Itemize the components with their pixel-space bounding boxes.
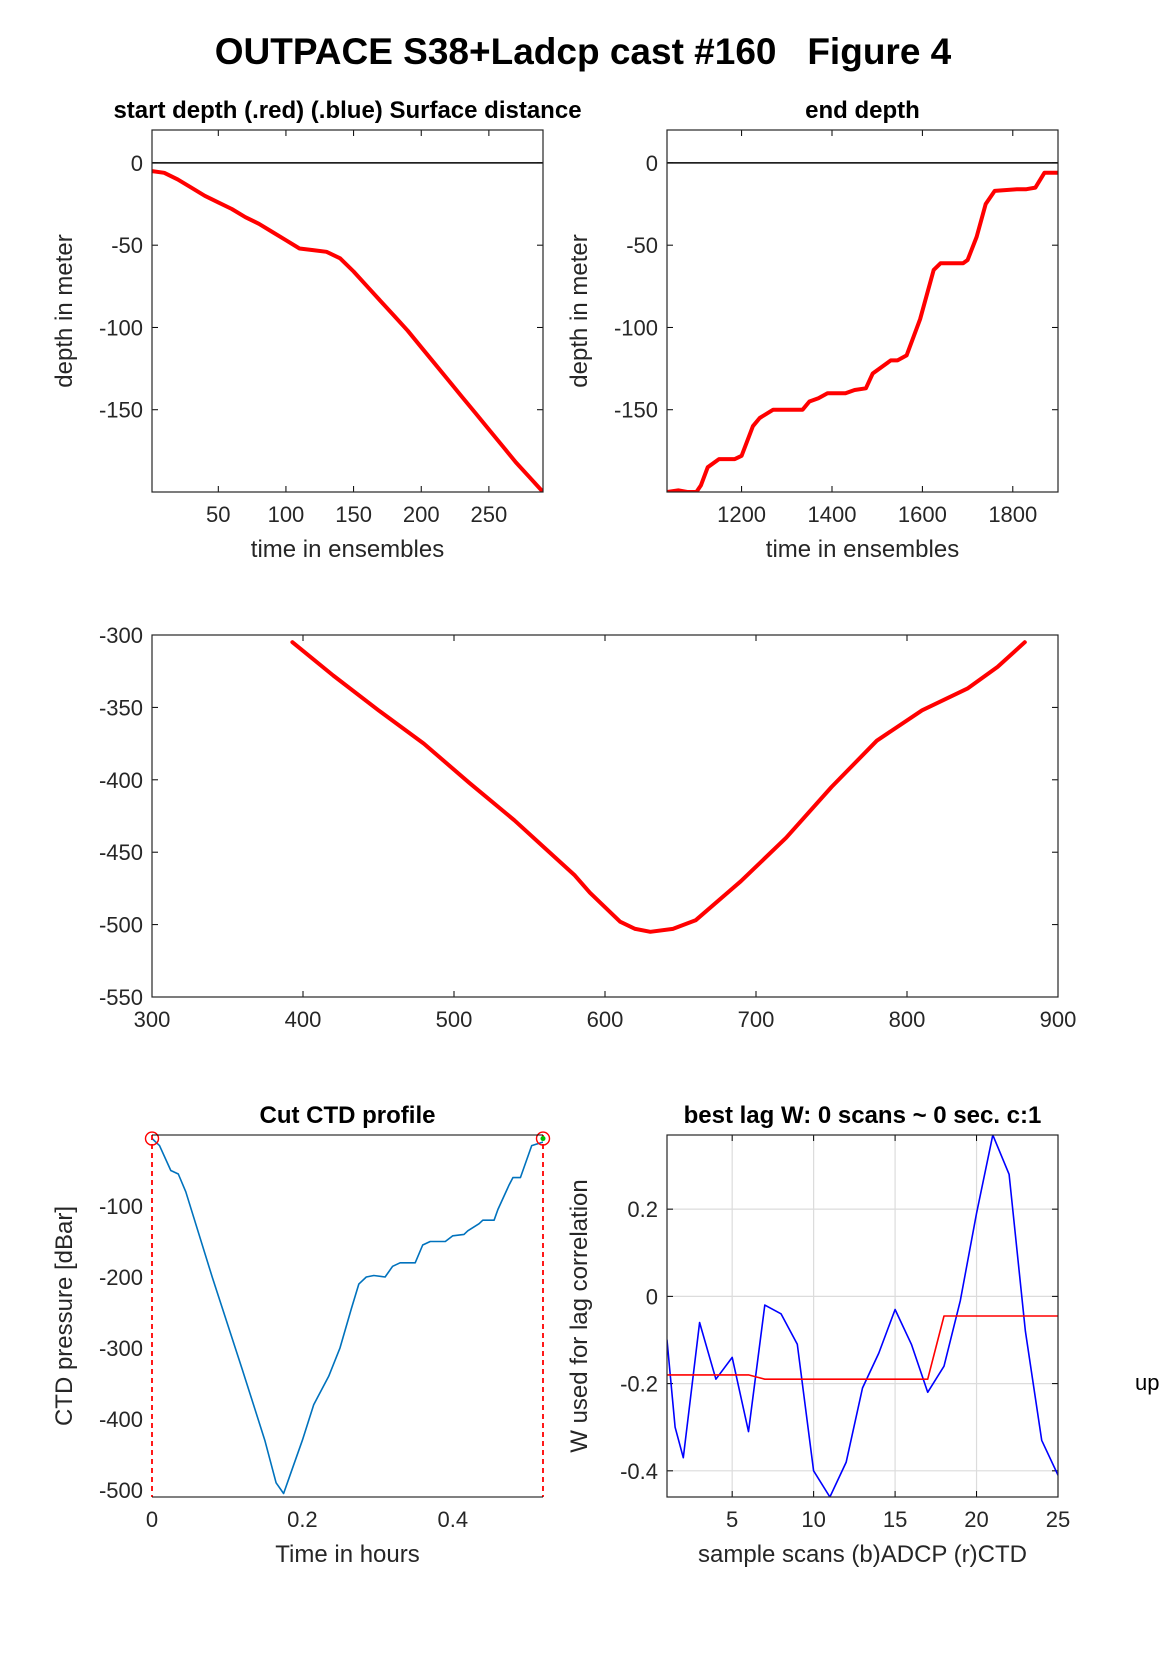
x-tick-label: 800: [889, 1007, 926, 1032]
x-tick-label: 600: [587, 1007, 624, 1032]
x-tick-label: 250: [471, 502, 508, 527]
y-axis-label: depth in meter: [566, 234, 593, 387]
x-tick-label: 400: [285, 1007, 322, 1032]
side-label: up: [1135, 1370, 1159, 1395]
y-tick-label: -100: [614, 315, 658, 340]
y-tick-label: -0.4: [620, 1459, 658, 1484]
x-tick-label: 300: [134, 1007, 171, 1032]
chart-ctd: 0 0.2 0.4 -100 -200 -300 -400 -500 Cut CTD profi…: [51, 1102, 551, 1568]
x-tick-label: 500: [436, 1007, 473, 1032]
series-line-1: [152, 169, 543, 492]
y-tick-label: -150: [99, 398, 143, 423]
x-tick-label: 0: [146, 1507, 158, 1532]
x-tick-label: 50: [206, 502, 230, 527]
y-axis-label: depth in meter: [51, 234, 78, 387]
series-group: [290, 640, 1027, 934]
chart-title: best lag W: 0 scans ~ 0 sec. c:1: [684, 1102, 1042, 1129]
y-tick-label: 0: [646, 1284, 658, 1309]
series-line-2: [667, 1315, 1058, 1380]
x-axis-label: sample scans (b)ADCP (r)CTD: [698, 1541, 1027, 1568]
y-tick-label: -100: [99, 1194, 143, 1219]
y-tick-label: -350: [99, 695, 143, 720]
y-tick-label: -300: [99, 623, 143, 648]
x-tick-label: 1800: [988, 502, 1037, 527]
x-tick-label: 150: [335, 502, 372, 527]
chart-title: start depth (.red) (.blue) Surface dista…: [113, 97, 581, 124]
series-group: [152, 1137, 543, 1495]
x-tick-label: 0.2: [287, 1507, 318, 1532]
x-tick-label: 20: [964, 1507, 988, 1532]
x-axis-label: Time in hours: [275, 1541, 420, 1568]
series-group: [667, 170, 1058, 492]
x-tick-label: 900: [1040, 1007, 1077, 1032]
x-tick-label: 700: [738, 1007, 775, 1032]
chart-title: end depth: [805, 97, 920, 124]
y-tick-label: -100: [99, 315, 143, 340]
series-line-1: [152, 1137, 543, 1495]
y-tick-label: 0.2: [627, 1197, 658, 1222]
marker-circle: [144, 1131, 160, 1146]
chart-start: 50 100 150 200 250 0 -50 -100 -150 start depth (.…: [51, 97, 582, 563]
x-tick-label: 200: [403, 502, 440, 527]
y-tick-label: -200: [99, 1265, 143, 1290]
y-tick-label: -50: [626, 233, 658, 258]
chart-middle: 300 400 500 600 700 800 900 -300 -350 -400 -450 -50…: [99, 623, 1076, 1032]
y-tick-label: -150: [614, 398, 658, 423]
chart-title: Cut CTD profile: [260, 1102, 436, 1129]
x-tick-label: 15: [883, 1507, 907, 1532]
y-tick-label: -450: [99, 840, 143, 865]
y-tick-label: -550: [99, 985, 143, 1010]
y-tick-label: -50: [111, 233, 143, 258]
x-axis-label: time in ensembles: [766, 536, 959, 563]
chart-lag: 5 10 15 20 25 0.2 0 -0.2 -0.4 best lag W: 0 scans…: [566, 1102, 1070, 1568]
marker-dot: [540, 1136, 546, 1142]
series-line-1: [290, 640, 1027, 934]
x-tick-label: 0.4: [437, 1507, 468, 1532]
marker-circle: [535, 1131, 551, 1146]
x-tick-label: 5: [726, 1507, 738, 1532]
axes-box: [666, 1134, 1059, 1498]
x-tick-label: 25: [1046, 1507, 1070, 1532]
y-axis-label: CTD pressure [dBar]: [51, 1206, 78, 1426]
x-axis-label: time in ensembles: [251, 536, 444, 563]
x-tick-label: 1600: [898, 502, 947, 527]
figure-title: OUTPACE S38+Ladcp cast #160 Figure 4: [215, 31, 952, 72]
y-tick-label: -400: [99, 1407, 143, 1432]
chart-end: 1200 1400 1600 1800 0 -50 -100 -150 end depth tim…: [566, 97, 1059, 563]
axes-box: [151, 634, 1059, 998]
x-tick-label: 100: [268, 502, 305, 527]
series-line-1: [667, 170, 1058, 492]
y-tick-label: -0.2: [620, 1372, 658, 1397]
y-tick-label: -400: [99, 768, 143, 793]
y-tick-label: -300: [99, 1336, 143, 1361]
y-tick-label: -500: [99, 913, 143, 938]
axes-box: [151, 129, 544, 493]
y-axis-label: W used for lag correlation: [566, 1179, 593, 1452]
y-tick-label: 0: [131, 151, 143, 176]
series-group: [667, 1135, 1058, 1497]
x-tick-label: 1400: [808, 502, 857, 527]
x-tick-label: 1200: [717, 502, 766, 527]
y-tick-label: 0: [646, 151, 658, 176]
axes-box: [666, 129, 1059, 493]
y-tick-label: -500: [99, 1478, 143, 1503]
series-group: [152, 169, 543, 492]
x-tick-label: 10: [801, 1507, 825, 1532]
